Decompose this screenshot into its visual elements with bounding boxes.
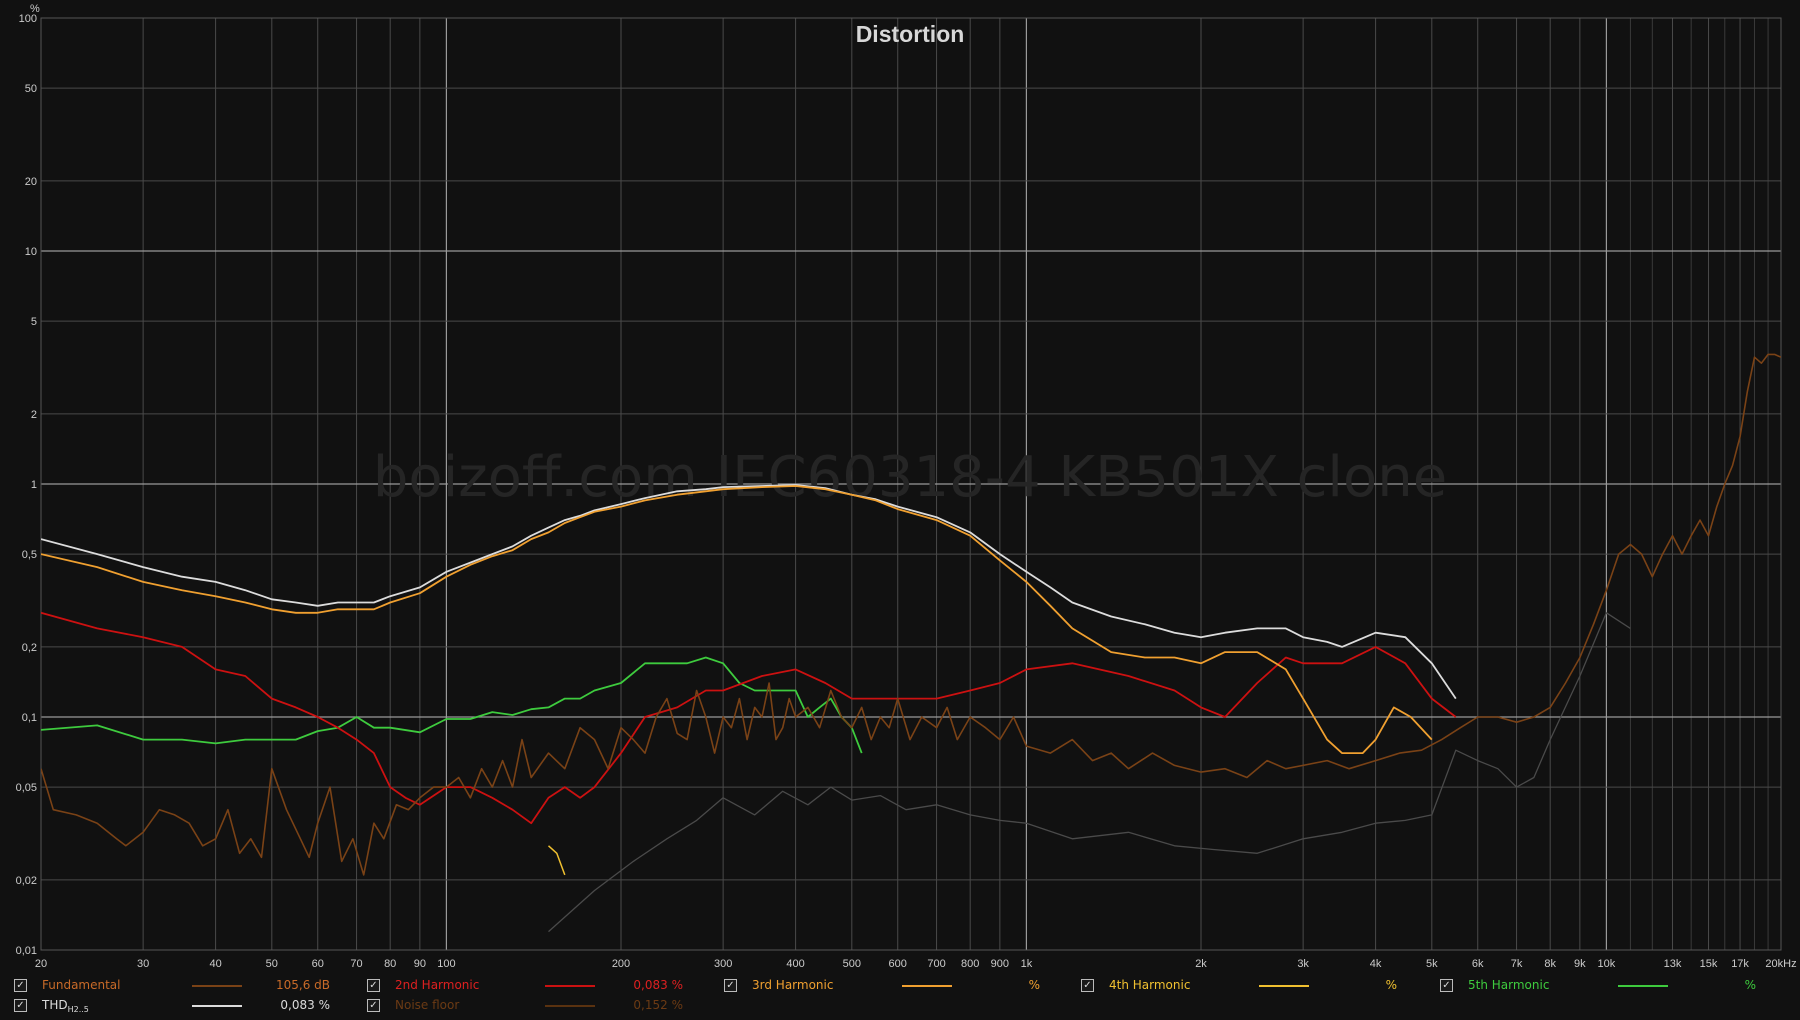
series-noise-floor	[548, 612, 1631, 933]
x-tick-label: 800	[961, 958, 979, 970]
x-tick-label: 4k	[1370, 958, 1382, 970]
legend-value: 105,6 dB	[275, 978, 330, 992]
legend-label: 2nd Harmonic	[395, 978, 480, 992]
x-tick-label: 8k	[1544, 958, 1556, 970]
legend-item-fundamental: ✓ Fundamental 105,6 dB	[14, 977, 354, 995]
legend-swatch	[1259, 985, 1309, 987]
x-tick-label: 90	[414, 958, 426, 970]
x-tick-label: 10k	[1598, 958, 1616, 970]
y-tick-label: 0,1	[22, 712, 37, 724]
x-tick-label: 200	[612, 958, 630, 970]
legend-checkbox-3rd-harmonic[interactable]: ✓	[724, 979, 737, 992]
x-tick-label: 13k	[1664, 958, 1682, 970]
y-tick-label: 0,05	[16, 782, 37, 794]
x-tick-label: 2k	[1195, 958, 1207, 970]
legend-item-3rd-harmonic: ✓ 3rd Harmonic%	[724, 977, 1064, 995]
legend-label-group: THDH2..5	[42, 998, 89, 1014]
series-thd-h2-5	[41, 484, 1457, 700]
legend-item-5th-harmonic: ✓ 5th Harmonic%	[1440, 977, 1780, 995]
legend-checkbox-2nd-harmonic[interactable]: ✓	[367, 979, 380, 992]
x-tick-label: 60	[312, 958, 324, 970]
x-tick-label: 17k	[1731, 958, 1749, 970]
x-tick-label: 300	[714, 958, 732, 970]
x-tick-label: 70	[350, 958, 362, 970]
legend-label: 3rd Harmonic	[752, 978, 834, 992]
plot-frame	[40, 17, 1782, 951]
x-tick-label: 40	[209, 958, 221, 970]
x-axis-ticks: 20 30 40 50 60 70 80 90 100 200 300 400 500 600 700 800…	[35, 958, 1797, 970]
legend-item-4th-harmonic: ✓ 4th Harmonic%	[1081, 977, 1421, 995]
legend-checkbox-5th-harmonic[interactable]: ✓	[1440, 979, 1453, 992]
x-tick-label: 5k	[1426, 958, 1438, 970]
x-tick-label: 400	[786, 958, 804, 970]
legend-checkbox-noise-floor[interactable]: ✓	[367, 999, 380, 1012]
legend-checkbox-fundamental[interactable]: ✓	[14, 979, 27, 992]
series-group	[41, 353, 1781, 933]
legend-label: THD	[42, 998, 68, 1012]
y-tick-label: 10	[25, 246, 37, 258]
y-tick-label: 1	[31, 479, 37, 491]
legend-swatch	[902, 985, 952, 987]
x-tick-label: 700	[927, 958, 945, 970]
series-fundamental	[41, 353, 1781, 876]
chart-title: Distortion	[856, 21, 965, 47]
legend-value: 0,083 %	[633, 978, 683, 992]
legend-checkbox-4th-harmonic[interactable]: ✓	[1081, 979, 1094, 992]
y-unit-label: %	[30, 3, 40, 15]
x-tick-label: 50	[266, 958, 278, 970]
watermark: boizoff.com IEC60318-4 KB501X clone	[373, 445, 1447, 510]
x-tick-label: 9k	[1574, 958, 1586, 970]
legend-label: Fundamental	[42, 978, 121, 992]
legend-value: %	[1385, 978, 1397, 992]
legend-label-subscript: H2..5	[67, 1005, 89, 1014]
legend-item-2nd-harmonic: ✓ 2nd Harmonic 0,083 %	[367, 977, 707, 995]
x-tick-label: 15k	[1700, 958, 1718, 970]
x-tick-label: 900	[991, 958, 1009, 970]
series-2nd-harmonic	[41, 611, 1457, 825]
x-tick-label: 7k	[1511, 958, 1523, 970]
y-tick-label: 0,02	[16, 875, 37, 887]
x-tick-label: 100	[437, 958, 455, 970]
series-3rd-harmonic	[41, 485, 1433, 754]
legend-value: 0,083 %	[280, 998, 330, 1012]
y-tick-label: 0,01	[16, 945, 37, 957]
legend-swatch	[192, 1005, 242, 1007]
legend-swatch	[1618, 985, 1668, 987]
legend-swatch	[192, 985, 242, 987]
y-tick-label: 2	[31, 409, 37, 421]
y-tick-label: 0,2	[22, 642, 37, 654]
legend-label: 5th Harmonic	[1468, 978, 1550, 992]
y-axis-ticks: 100 50 20 10 5 2 1 0,5 0,2 0,1 0,05 0,02 0,01	[16, 13, 37, 957]
legend-swatch	[545, 1005, 595, 1007]
legend-item-noise-floor: ✓ Noise floor 0,152 %	[367, 997, 707, 1015]
x-tick-label: 3k	[1297, 958, 1309, 970]
x-tick-label: 500	[843, 958, 861, 970]
x-tick-label: 20	[35, 958, 47, 970]
legend-value: %	[1028, 978, 1040, 992]
y-tick-label: 20	[25, 176, 37, 188]
series-4th-harmonic	[547, 845, 566, 876]
y-tick-label: 100	[19, 13, 37, 25]
legend-label: Noise floor	[395, 998, 460, 1012]
legend-item-thd-h2-5: ✓ THDH2..5 0,083 %	[14, 997, 354, 1015]
grid	[40, 17, 1782, 951]
legend-value: %	[1744, 978, 1756, 992]
legend: ✓ Fundamental 105,6 dB ✓ 2nd Harmonic 0,083 %…	[0, 973, 1800, 1020]
x-tick-label: 1k	[1021, 958, 1033, 970]
x-tick-label: 600	[889, 958, 907, 970]
legend-value: 0,152 %	[633, 998, 683, 1012]
x-unit-label: 20kHz	[1765, 958, 1796, 970]
y-tick-label: 0,5	[22, 549, 37, 561]
y-tick-label: 5	[31, 316, 37, 328]
y-tick-label: 50	[25, 83, 37, 95]
legend-checkbox-thd-h2-5[interactable]: ✓	[14, 999, 27, 1012]
legend-label: 4th Harmonic	[1109, 978, 1191, 992]
x-tick-label: 80	[384, 958, 396, 970]
legend-swatch	[545, 985, 595, 987]
series-5th-harmonic	[41, 656, 863, 754]
x-tick-label: 30	[137, 958, 149, 970]
x-tick-label: 6k	[1472, 958, 1484, 970]
